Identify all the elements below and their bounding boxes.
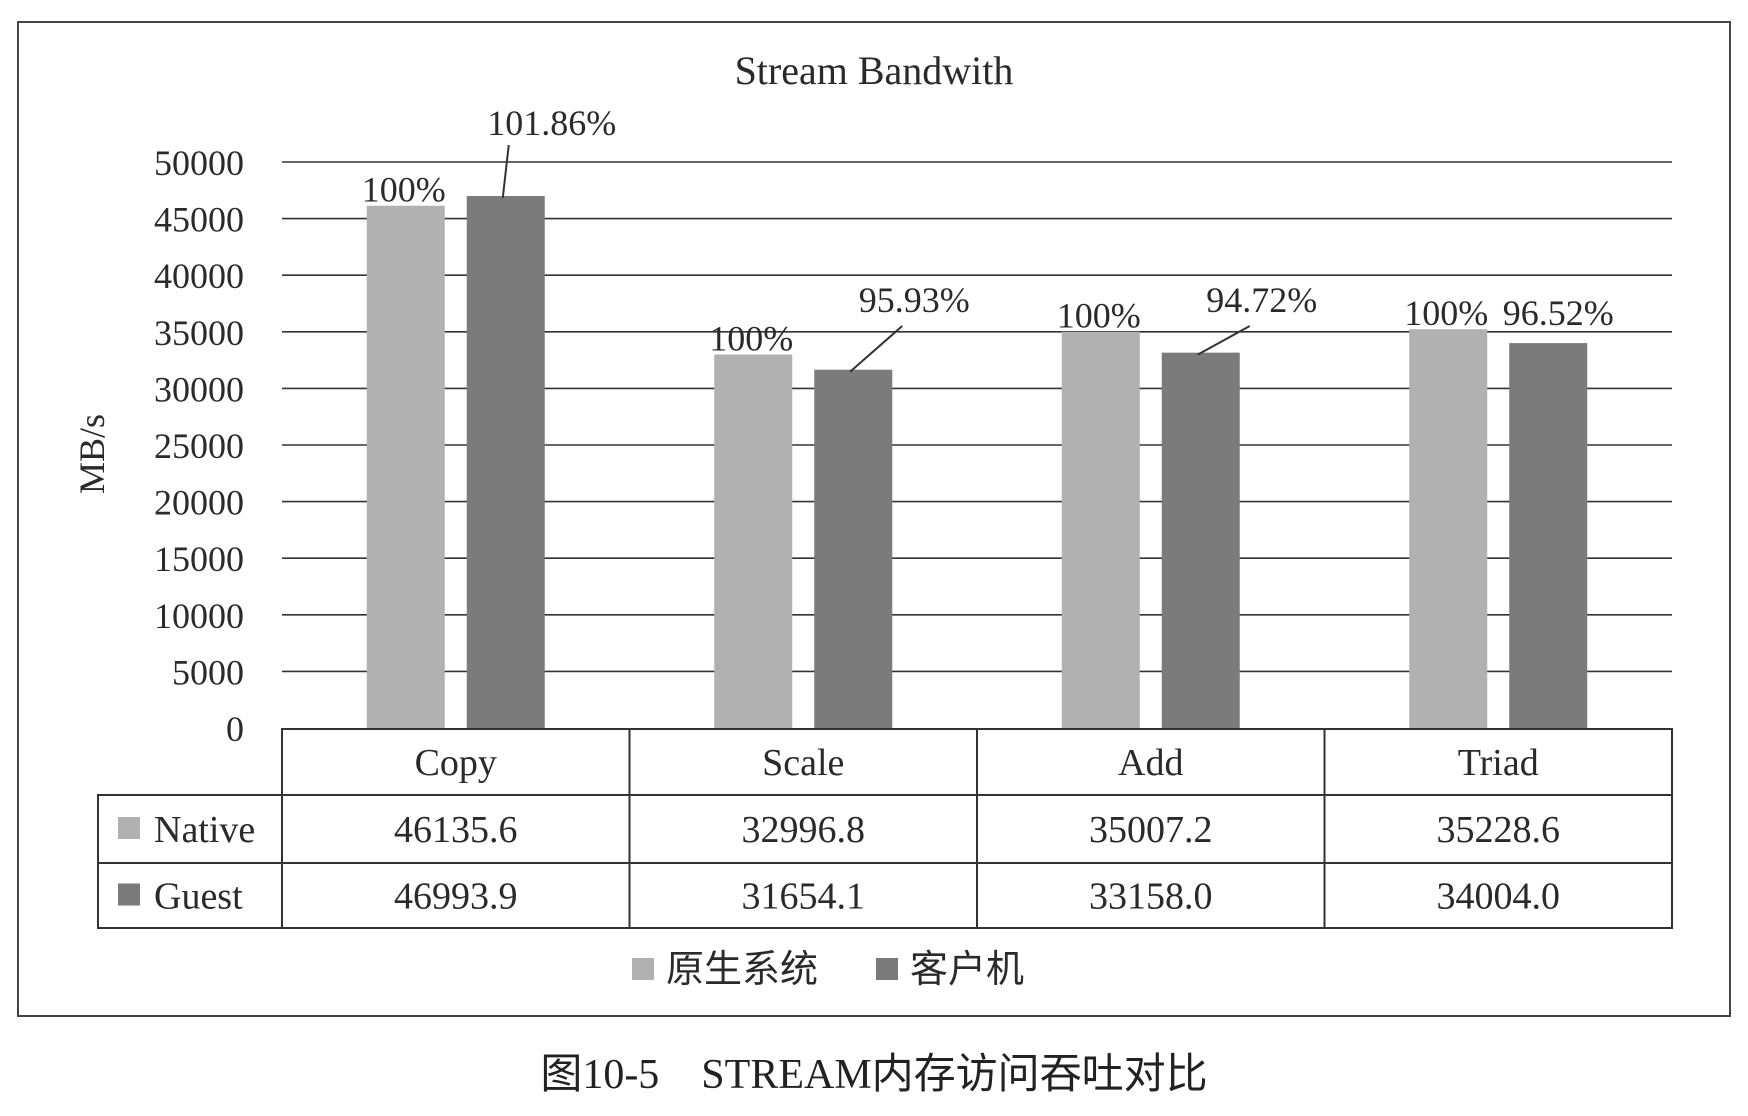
- table-series-name: Guest: [154, 876, 243, 918]
- data-table: Copy Scale Add Triad Native 46135.6 32996.8 350…: [97, 728, 1673, 929]
- pct-label-native: 100%: [1404, 293, 1488, 333]
- bar-native-triad: [1409, 329, 1488, 728]
- x-category-label: Add: [1118, 742, 1183, 784]
- legend-swatch: [876, 958, 898, 980]
- y-tick-label: 25000: [154, 426, 244, 466]
- leader-line: [1197, 325, 1251, 356]
- bar-guest-add: [1161, 352, 1240, 728]
- y-tick-label: 10000: [154, 596, 244, 636]
- table-legend-swatch: [118, 883, 140, 906]
- legend-swatch: [632, 958, 654, 980]
- y-tick-labels: 0 5000 10000 15000 20000 25000 30000 35000 40000…: [154, 143, 244, 749]
- table-value: 33158.0: [1089, 876, 1213, 918]
- y-tick-label: 50000: [154, 143, 244, 183]
- legend-label: 客户机: [910, 949, 1024, 991]
- bars: [366, 196, 1588, 729]
- data-labels: 100% 101.86% 100% 95.93% 100% 94.72% 100% 96.52…: [362, 103, 1614, 373]
- table-value: 35007.2: [1089, 809, 1213, 851]
- y-tick-label: 40000: [154, 256, 244, 296]
- table-legend-swatch: [118, 817, 140, 839]
- bar-native-add: [1061, 331, 1140, 728]
- table-value: 32996.8: [742, 809, 866, 851]
- y-tick-label: 0: [226, 709, 244, 749]
- leader-line: [849, 325, 903, 373]
- x-category-label: Scale: [762, 742, 844, 784]
- figure-caption: 图10-5 STREAM内存访问吞吐对比: [540, 1052, 1208, 1098]
- legend-label: 原生系统: [666, 949, 818, 991]
- bar-guest-scale: [814, 369, 893, 728]
- y-tick-label: 20000: [154, 483, 244, 523]
- y-tick-label: 30000: [154, 369, 244, 409]
- pct-label-guest: 101.86%: [487, 103, 616, 143]
- bar-native-copy: [366, 205, 445, 729]
- y-tick-label: 15000: [154, 539, 244, 579]
- bar-guest-triad: [1509, 343, 1588, 728]
- y-axis-label: MB/s: [72, 414, 112, 494]
- table-value: 35228.6: [1437, 809, 1561, 851]
- leader-line: [501, 144, 510, 199]
- x-category-label: Copy: [415, 742, 497, 784]
- y-tick-label: 5000: [172, 652, 244, 692]
- bar-native-scale: [714, 354, 793, 728]
- table-series-name: Native: [154, 809, 255, 851]
- chart-title: Stream Bandwith: [735, 48, 1014, 93]
- y-tick-label: 35000: [154, 313, 244, 353]
- table-value: 46993.9: [394, 876, 518, 918]
- pct-label-guest: 94.72%: [1206, 280, 1317, 320]
- pct-label-guest: 96.52%: [1503, 293, 1614, 333]
- pct-label-native: 100%: [1057, 296, 1141, 336]
- pct-label-guest: 95.93%: [859, 280, 970, 320]
- legend: 原生系统 客户机: [632, 949, 1024, 991]
- table-value: 31654.1: [742, 876, 866, 918]
- pct-label-native: 100%: [709, 318, 793, 358]
- x-category-label: Triad: [1458, 742, 1539, 784]
- y-tick-label: 45000: [154, 200, 244, 240]
- bar-guest-copy: [466, 196, 545, 728]
- table-value: 46135.6: [394, 809, 518, 851]
- table-value: 34004.0: [1437, 876, 1561, 918]
- pct-label-native: 100%: [362, 170, 446, 210]
